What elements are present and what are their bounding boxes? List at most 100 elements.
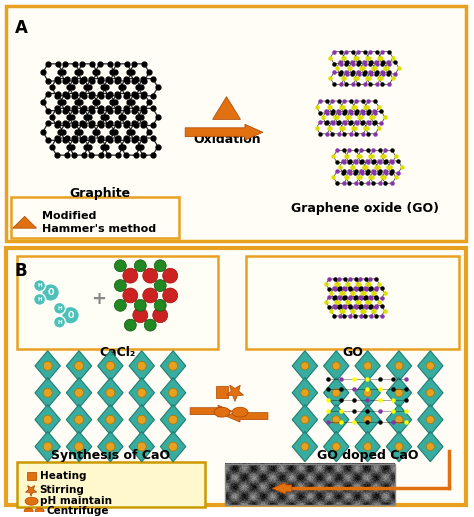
Circle shape xyxy=(134,260,146,272)
Polygon shape xyxy=(324,432,349,462)
Circle shape xyxy=(106,442,115,451)
Circle shape xyxy=(332,443,340,450)
Polygon shape xyxy=(160,432,186,462)
Circle shape xyxy=(364,389,372,397)
Circle shape xyxy=(54,316,65,328)
Circle shape xyxy=(395,443,403,450)
Polygon shape xyxy=(418,405,443,435)
Bar xyxy=(27,472,36,480)
Circle shape xyxy=(124,319,137,331)
Circle shape xyxy=(123,288,138,303)
Circle shape xyxy=(43,361,52,370)
Polygon shape xyxy=(98,377,123,408)
Circle shape xyxy=(332,362,340,370)
Circle shape xyxy=(364,416,372,423)
Circle shape xyxy=(114,260,127,272)
Polygon shape xyxy=(98,351,123,381)
Polygon shape xyxy=(35,405,60,435)
Polygon shape xyxy=(386,351,412,381)
Text: O: O xyxy=(67,311,74,320)
Polygon shape xyxy=(386,405,412,435)
Circle shape xyxy=(74,415,83,424)
Circle shape xyxy=(154,260,166,272)
Polygon shape xyxy=(98,432,123,462)
Circle shape xyxy=(426,389,434,397)
Circle shape xyxy=(54,302,65,314)
Polygon shape xyxy=(292,405,318,435)
Circle shape xyxy=(169,388,178,397)
Polygon shape xyxy=(355,405,380,435)
Circle shape xyxy=(301,416,309,423)
Circle shape xyxy=(301,389,309,397)
Text: Centrifuge: Centrifuge xyxy=(46,506,109,516)
Polygon shape xyxy=(35,432,60,462)
Polygon shape xyxy=(418,377,443,408)
Polygon shape xyxy=(355,432,380,462)
Text: Oxidation: Oxidation xyxy=(193,133,261,146)
Polygon shape xyxy=(26,485,37,496)
Polygon shape xyxy=(160,351,186,381)
FancyBboxPatch shape xyxy=(11,196,179,238)
Circle shape xyxy=(144,319,156,331)
FancyBboxPatch shape xyxy=(17,256,218,349)
Bar xyxy=(216,386,228,398)
Circle shape xyxy=(163,268,178,283)
Polygon shape xyxy=(324,351,349,381)
Text: H: H xyxy=(37,283,42,288)
Circle shape xyxy=(426,416,434,423)
FancyBboxPatch shape xyxy=(6,248,466,505)
Polygon shape xyxy=(129,405,155,435)
Circle shape xyxy=(154,299,166,311)
Polygon shape xyxy=(418,351,443,381)
Text: B: B xyxy=(15,262,27,280)
Circle shape xyxy=(106,415,115,424)
Circle shape xyxy=(34,280,46,292)
Circle shape xyxy=(74,388,83,397)
Circle shape xyxy=(169,361,178,370)
Circle shape xyxy=(43,388,52,397)
Circle shape xyxy=(426,362,434,370)
Polygon shape xyxy=(292,351,318,381)
Circle shape xyxy=(43,442,52,451)
FancyArrow shape xyxy=(190,405,232,417)
Text: Modified
Hammer's method: Modified Hammer's method xyxy=(42,210,155,234)
Circle shape xyxy=(114,280,127,292)
Circle shape xyxy=(332,416,340,423)
Text: Heating: Heating xyxy=(40,471,86,481)
Circle shape xyxy=(74,442,83,451)
Text: +: + xyxy=(91,291,106,309)
Circle shape xyxy=(123,268,138,283)
Circle shape xyxy=(395,362,403,370)
Circle shape xyxy=(106,388,115,397)
Polygon shape xyxy=(355,377,380,408)
Circle shape xyxy=(301,362,309,370)
Polygon shape xyxy=(98,405,123,435)
Circle shape xyxy=(395,416,403,423)
FancyArrow shape xyxy=(226,410,268,422)
Polygon shape xyxy=(129,351,155,381)
Circle shape xyxy=(134,299,146,311)
Circle shape xyxy=(154,280,166,292)
Circle shape xyxy=(301,443,309,450)
Circle shape xyxy=(34,294,46,306)
Bar xyxy=(225,464,394,505)
Polygon shape xyxy=(66,377,92,408)
Text: Graphite: Graphite xyxy=(70,187,131,200)
Polygon shape xyxy=(292,377,318,408)
Text: Stirring: Stirring xyxy=(40,485,84,495)
Text: Synthesis of CaO: Synthesis of CaO xyxy=(51,449,170,462)
FancyBboxPatch shape xyxy=(6,6,466,241)
Polygon shape xyxy=(386,377,412,408)
Polygon shape xyxy=(66,405,92,435)
Ellipse shape xyxy=(35,508,44,514)
Circle shape xyxy=(169,442,178,451)
Circle shape xyxy=(137,442,146,451)
Polygon shape xyxy=(66,432,92,462)
Circle shape xyxy=(395,389,403,397)
Text: H: H xyxy=(57,306,62,311)
Text: GO doped CaO: GO doped CaO xyxy=(317,449,419,462)
Circle shape xyxy=(42,284,60,301)
FancyArrow shape xyxy=(185,124,263,140)
FancyBboxPatch shape xyxy=(246,256,459,349)
Polygon shape xyxy=(292,432,318,462)
